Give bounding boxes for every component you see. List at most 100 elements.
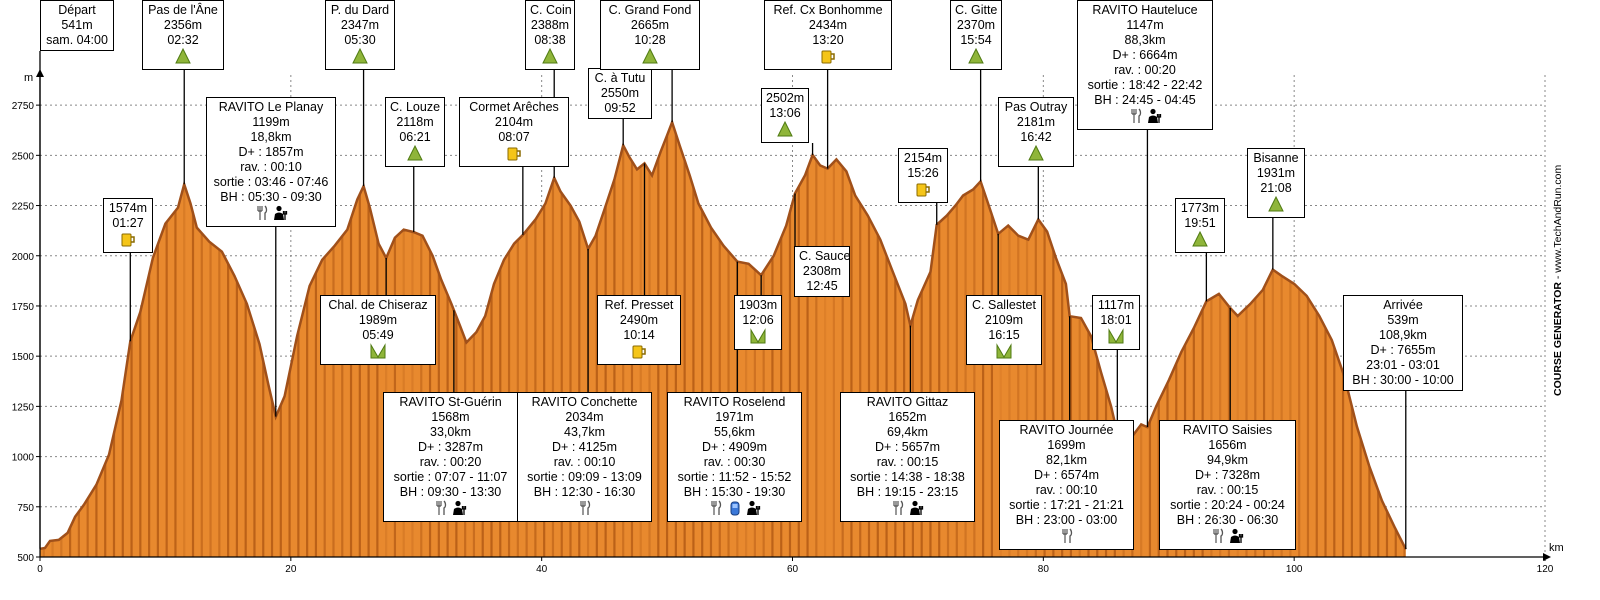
waypoint-detail: BH : 19:15 - 23:15	[856, 485, 959, 499]
waypoint-detail: rav. : 00:20	[1114, 63, 1176, 77]
waypoint-icons	[605, 48, 695, 67]
waypoint-name: 1903m	[739, 298, 778, 312]
waypoint-label-chiseraz: Chal. de Chiseraz 1989m 05:49	[320, 295, 436, 365]
food-icon	[708, 500, 724, 520]
waypoint-detail: 1652m	[888, 410, 927, 424]
waypoint-icons	[325, 343, 431, 363]
waypoint-detail: 18,8km	[250, 130, 292, 144]
waypoint-detail: D+ : 3287m	[418, 440, 483, 454]
waypoint-detail: 2370m	[956, 18, 996, 32]
waypoint-detail: sam. 04:00	[46, 33, 108, 47]
waypoint-detail: 2490m	[619, 313, 659, 327]
waypoint-detail: 43,7km	[564, 425, 605, 439]
x-tick-label: 80	[1038, 564, 1050, 575]
waypoint-name: 2502m	[766, 91, 805, 105]
waypoint-detail: 12:45	[806, 279, 838, 293]
waypoint-detail: 1931m	[1256, 166, 1296, 180]
waypoint-name: Pas de l'Âne	[148, 3, 218, 17]
person-icon	[1229, 528, 1245, 548]
waypoint-icons	[903, 182, 943, 200]
waypoint-label-pt-2502: 2502m 13:06	[761, 88, 809, 143]
waypoint-name: Pas Outray	[1004, 100, 1068, 114]
waypoint-detail: rav. : 00:15	[1196, 483, 1259, 497]
waypoint-name: C. Gitte	[955, 3, 998, 17]
y-tick-label: 2000	[12, 252, 35, 263]
waypoint-detail: rav. : 00:10	[240, 160, 302, 174]
waypoint-label-coin: C. Coin 2388m 08:38	[525, 0, 575, 70]
waypoint-detail: 13:20	[812, 33, 844, 47]
waypoint-label-saisies: RAVITO Saisies 1656m 94,9km D+ : 7328m rav. …	[1159, 420, 1296, 550]
summit-icon	[1028, 145, 1044, 165]
waypoint-label-journee: RAVITO Journée 1699m 82,1km D+ : 6574m rav. …	[999, 420, 1134, 550]
waypoint-detail: 2388m	[530, 18, 570, 32]
waypoint-detail: 2550m	[600, 86, 640, 100]
waypoint-icons	[766, 121, 804, 140]
waypoint-detail: 15:26	[907, 166, 939, 180]
y-axis-arrow	[36, 69, 44, 77]
waypoint-detail: 19:51	[1184, 216, 1216, 230]
waypoint-detail: 12:06	[742, 313, 774, 327]
waypoint-detail: sortie : 14:38 - 18:38	[850, 470, 965, 484]
waypoint-detail: rav. : 00:20	[419, 455, 482, 469]
waypoint-label-bisanne: Bisanne 1931m 21:08	[1247, 148, 1305, 218]
waypoint-detail: 01:27	[112, 216, 144, 230]
waypoint-icons	[1003, 145, 1069, 165]
waypoint-detail: BH : 24:45 - 04:45	[1094, 93, 1196, 107]
food-icon	[1128, 108, 1144, 128]
food-icon	[254, 205, 270, 225]
y-tick-label: 2500	[12, 151, 35, 162]
waypoint-detail: 02:32	[167, 33, 199, 47]
waypoint-detail: rav. : 00:30	[703, 455, 766, 469]
waypoint-detail: 13:06	[769, 106, 801, 120]
water-icon	[631, 343, 647, 363]
waypoint-detail: 94,9km	[1207, 453, 1248, 467]
drop-icon	[727, 500, 743, 520]
waypoint-name: RAVITO Journée	[1019, 423, 1114, 437]
waypoint-detail: 541m	[61, 18, 93, 32]
waypoint-detail: 1656m	[1208, 438, 1247, 452]
waypoint-name: Bisanne	[1253, 151, 1299, 165]
waypoint-name: 2154m	[903, 151, 943, 165]
waypoint-detail: 05:30	[344, 33, 376, 47]
waypoint-icons	[955, 48, 997, 67]
x-axis-label: km	[1549, 542, 1564, 554]
person-icon	[746, 500, 762, 520]
waypoint-detail: 1971m	[715, 410, 754, 424]
waypoint-name: RAVITO Le Planay	[218, 100, 324, 114]
waypoint-detail: BH : 09:30 - 13:30	[399, 485, 502, 499]
waypoint-label-gitte: C. Gitte 2370m 15:54	[950, 0, 1002, 70]
waypoint-detail: rav. : 00:15	[876, 455, 939, 469]
summit-icon	[1268, 196, 1284, 216]
waypoint-label-cormet: Cormet Arêches 2104m 08:07	[459, 97, 569, 167]
waypoint-detail: 2181m	[1016, 115, 1056, 129]
summit-icon	[175, 48, 191, 68]
waypoint-icons	[1180, 231, 1220, 250]
waypoint-icons	[108, 232, 148, 250]
waypoint-name: 1117m	[1097, 298, 1135, 312]
waypoint-label-bonhomme: Ref. Cx Bonhomme 2434m 13:20	[764, 0, 892, 70]
waypoint-name: RAVITO Hauteluce	[1092, 3, 1198, 17]
person-icon	[273, 205, 289, 225]
waypoint-icons	[1082, 108, 1208, 128]
waypoint-name: RAVITO Conchette	[531, 395, 638, 409]
waypoint-name: RAVITO Saisies	[1182, 423, 1273, 437]
waypoint-name: C. Sauce	[799, 249, 851, 263]
waypoint-detail: 1568m	[431, 410, 470, 424]
waypoint-detail: 33,0km	[430, 425, 471, 439]
waypoint-detail: sortie : 09:09 - 13:09	[527, 470, 642, 484]
water-icon	[820, 48, 836, 68]
col-icon	[370, 343, 386, 363]
profile-outline	[39, 118, 1407, 551]
waypoint-detail: 69,4km	[887, 425, 928, 439]
waypoint-detail: 08:38	[534, 33, 566, 47]
waypoint-detail: 1147m	[1126, 18, 1164, 32]
waypoint-label-sallestet: C. Sallestet 2109m 16:15	[966, 295, 1042, 365]
waypoint-icons	[522, 500, 647, 519]
waypoint-label-gittaz: RAVITO Gittaz 1652m 69,4km D+ : 5657m rav. :…	[840, 392, 975, 522]
waypoint-icons	[971, 343, 1037, 362]
waypoint-detail: D+ : 7655m	[1370, 343, 1436, 357]
waypoint-detail: D+ : 6664m	[1112, 48, 1178, 62]
waypoint-detail: 82,1km	[1046, 453, 1087, 467]
food-icon	[1059, 528, 1075, 548]
waypoint-label-outray: Pas Outray 2181m 16:42	[998, 97, 1074, 167]
